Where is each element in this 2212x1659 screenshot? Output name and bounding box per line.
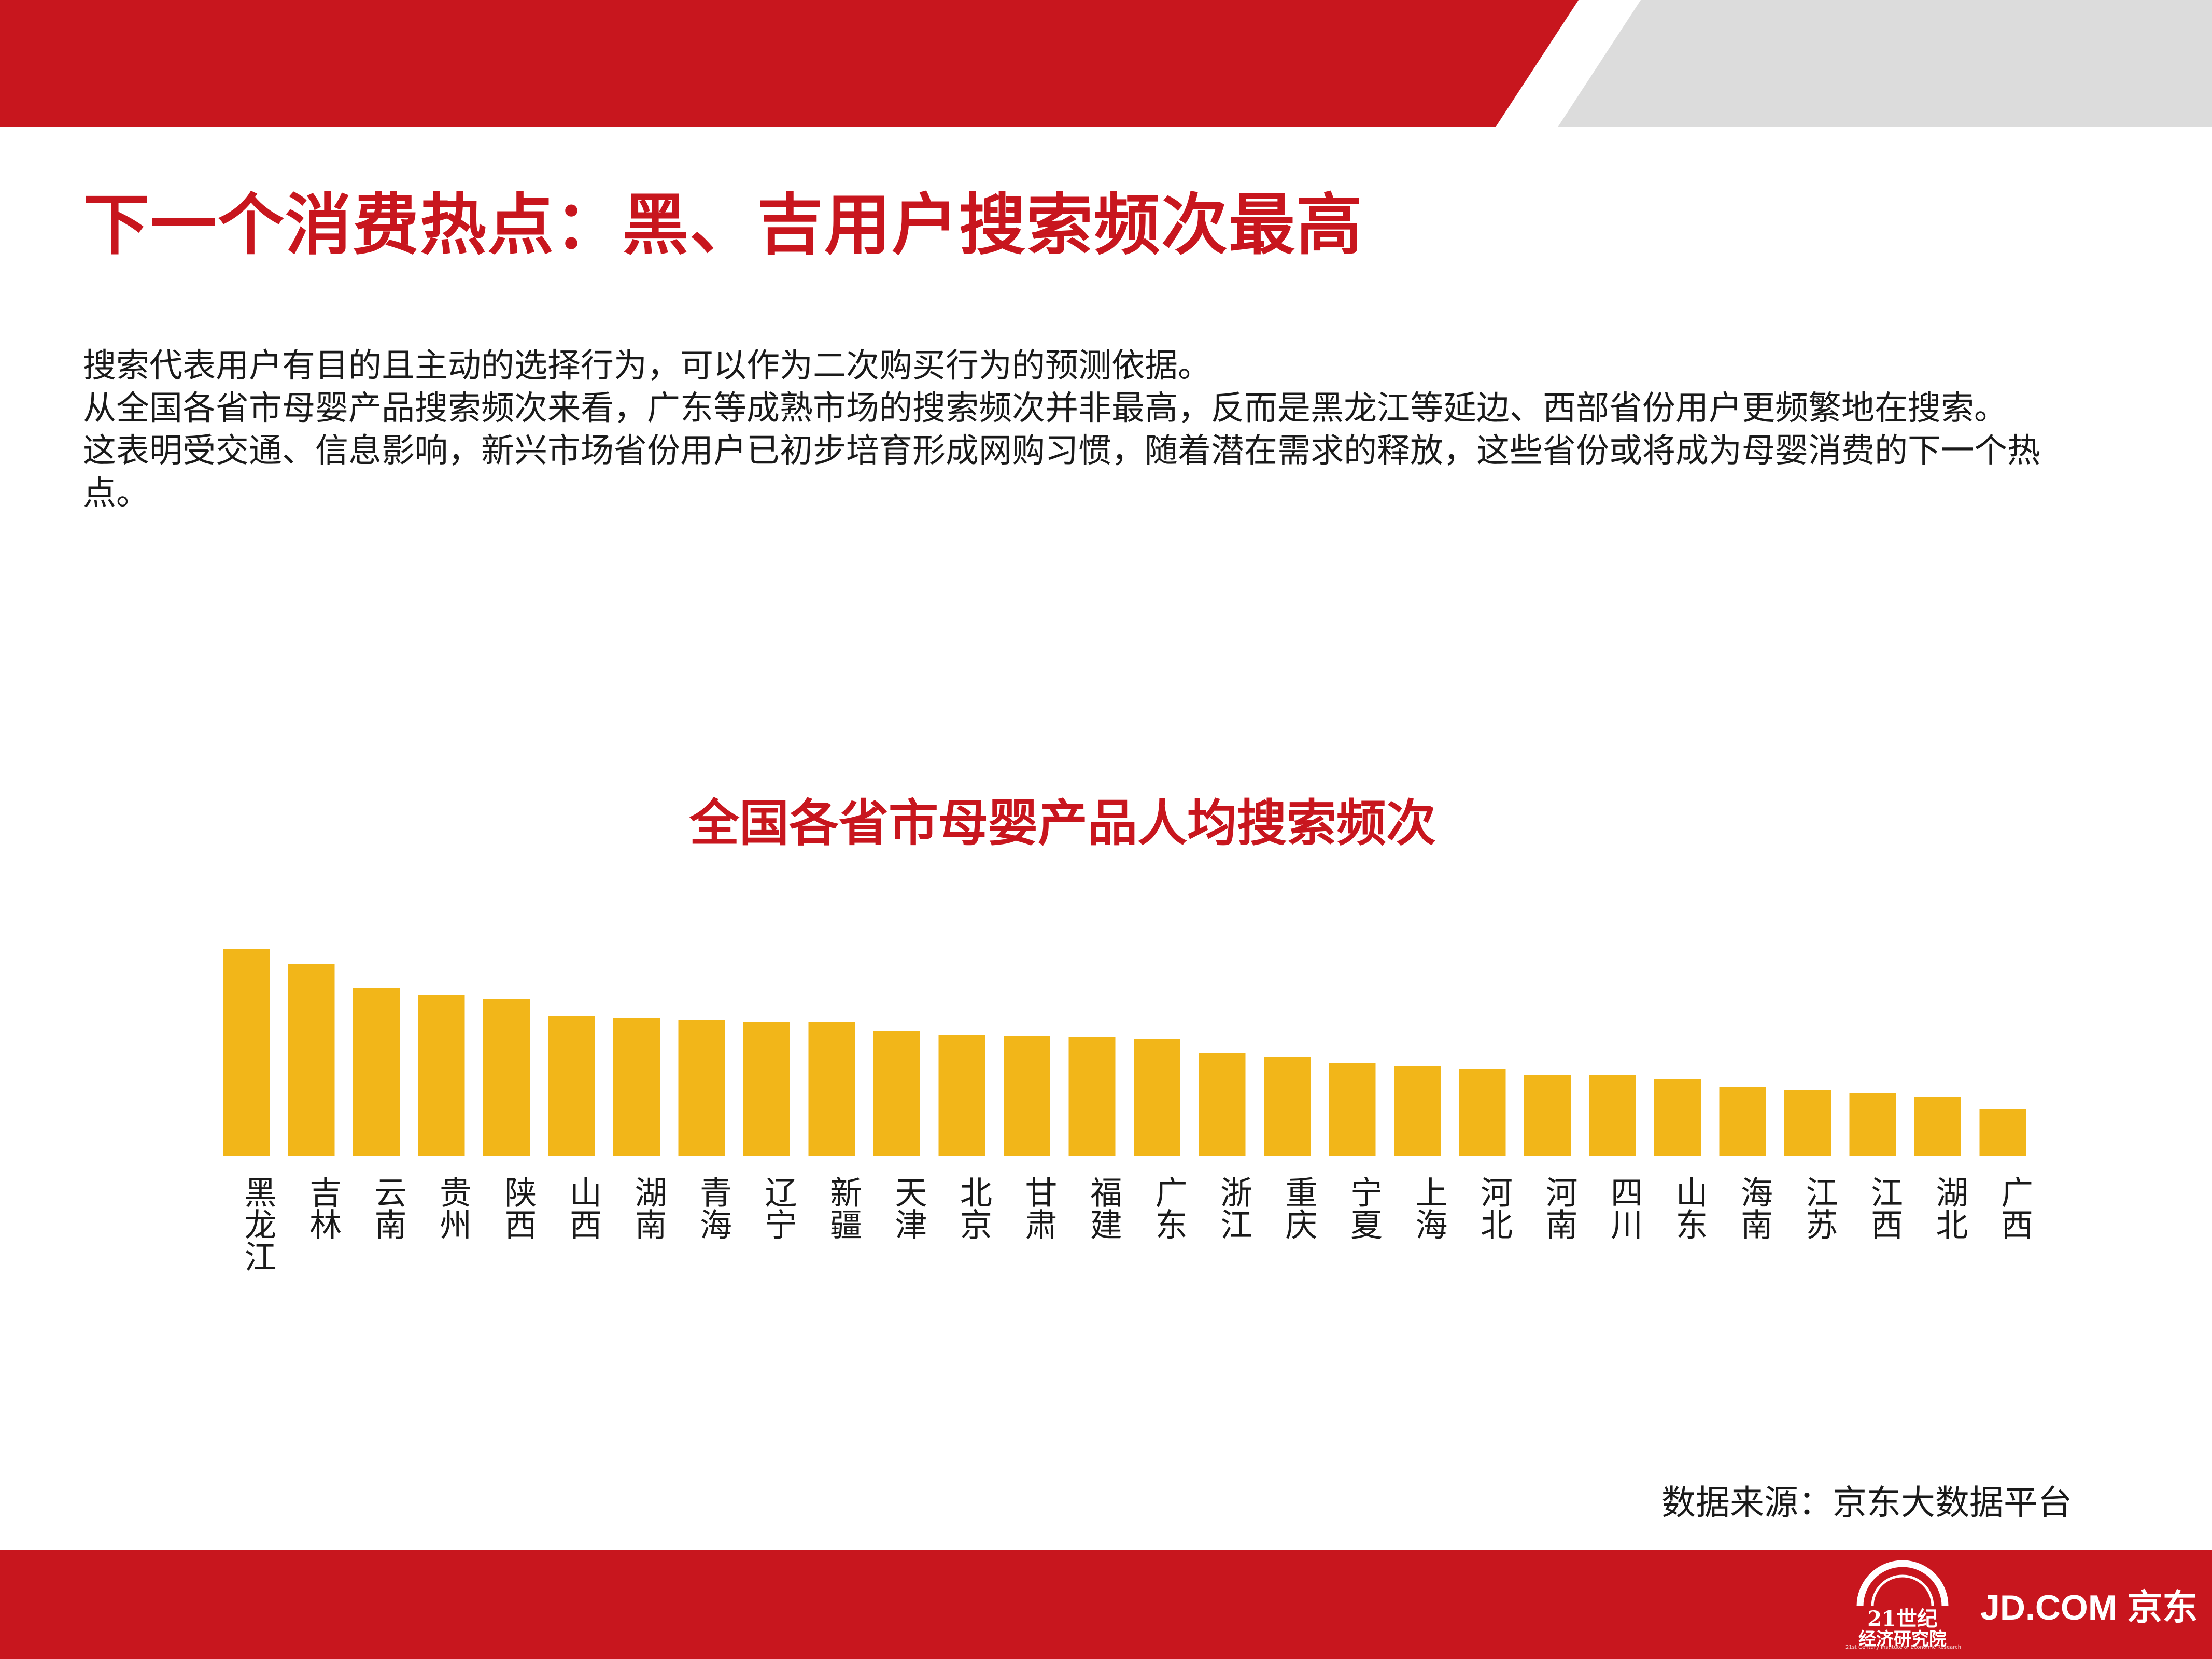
header-gray-band (1558, 0, 2212, 127)
bar-7 (613, 1018, 660, 1156)
institute-logo-sub: 经济研究院 (1858, 1629, 1947, 1650)
bar-20 (1459, 1069, 1506, 1156)
bar-14 (1068, 1037, 1116, 1156)
header-banner (0, 0, 2212, 127)
bar-3 (353, 988, 400, 1156)
x-tick-label-22: 四川 (1605, 1176, 1643, 1240)
x-tick-label-28: 广西 (1995, 1176, 2033, 1240)
x-tick-label-4: 贵州 (434, 1176, 472, 1240)
bar-5 (483, 999, 530, 1156)
x-tick-label-12: 北京 (954, 1176, 992, 1240)
x-tick-label-16: 浙江 (1215, 1176, 1252, 1240)
header-red-band (0, 0, 1579, 127)
x-tick-label-26: 江西 (1865, 1176, 1903, 1240)
bar-12 (938, 1035, 985, 1156)
jd-logo: JD.COM 京东 (1980, 1588, 2198, 1627)
description-line-3: 这表明受交通、信息影响，新兴市场省份用户已初步培育形成网购习惯，随着潜在需求的释… (83, 432, 2040, 513)
x-tick-label-2: 吉林 (304, 1176, 342, 1240)
bar-15 (1134, 1039, 1180, 1156)
x-tick-label-13: 甘肃 (1020, 1176, 1058, 1240)
bar-25 (1784, 1090, 1831, 1156)
data-source: 数据来源：京东大数据平台 (1661, 1483, 2072, 1523)
bar-chart: 黑龙江 吉林 云南 贵州 陕西 山西 湖南 青海 辽宁 新疆 天津 北京 甘肃 福建 广东 浙江 重庆 宁夏 上海河… (223, 949, 2033, 1272)
bar-21 (1524, 1075, 1571, 1156)
x-tick-label-15: 广东 (1150, 1176, 1188, 1240)
x-tick-label-18: 宁夏 (1345, 1176, 1383, 1240)
chart-title: 全国各省市母婴产品人均搜索频次 (689, 794, 1436, 852)
bar-6 (548, 1016, 595, 1156)
bar-9 (743, 1022, 790, 1156)
bar-19 (1394, 1066, 1441, 1156)
description: 搜索代表用户有目的且主动的选择行为，可以作为二次购买行为的预测依据。 从全国各省… (83, 345, 2105, 515)
x-tick-label-7: 湖南 (629, 1176, 667, 1240)
bar-16 (1199, 1053, 1246, 1156)
bar-11 (873, 1031, 920, 1156)
bar-23 (1654, 1079, 1701, 1156)
x-tick-label-24: 海南 (1735, 1176, 1773, 1240)
x-tick-label-25: 江苏 (1800, 1176, 1838, 1240)
institute-logo-tiny: 21st Century Institute of Economic Resea… (1845, 1644, 1961, 1650)
x-tick-label-20: 河北 (1475, 1176, 1513, 1240)
bar-26 (1849, 1093, 1896, 1156)
x-tick-label-8: 青海 (694, 1176, 732, 1240)
bar-24 (1719, 1087, 1766, 1156)
x-tick-label-21: 河南 (1540, 1176, 1578, 1240)
institute-logo-main: 21世纪 (1867, 1607, 1938, 1631)
x-tick-label-27: 湖北 (1931, 1176, 1968, 1240)
x-tick-label-14: 福建 (1084, 1176, 1122, 1240)
description-line-1: 搜索代表用户有目的且主动的选择行为，可以作为二次购买行为的预测依据。 (83, 347, 1211, 385)
institute-logo: 21世纪 经济研究院 21st Century Institute of Eco… (1845, 1560, 1961, 1654)
bar-27 (1914, 1097, 1961, 1156)
description-line-2: 从全国各省市母婴产品搜索频次来看，广东等成熟市场的搜索频次并非最高，反而是黑龙江… (83, 389, 2007, 428)
bar-8 (678, 1020, 725, 1156)
institute-arc-icon (1856, 1560, 1949, 1607)
bar-2 (288, 964, 335, 1156)
x-tick-label-3: 云南 (369, 1176, 407, 1240)
x-tick-label-17: 重庆 (1280, 1176, 1318, 1240)
bar-4 (418, 995, 465, 1156)
bar-13 (1004, 1036, 1050, 1156)
x-tick-label-11: 天津 (890, 1176, 927, 1240)
x-tick-label-1: 黑龙江 (239, 1176, 277, 1272)
bar-18 (1329, 1063, 1376, 1156)
bar-1 (223, 949, 270, 1156)
footer-band (0, 1550, 2212, 1659)
bar-17 (1264, 1057, 1311, 1156)
x-tick-label-6: 山西 (564, 1176, 602, 1240)
bar-22 (1589, 1075, 1636, 1156)
bar-10 (808, 1022, 855, 1156)
x-tick-label-23: 山东 (1670, 1176, 1708, 1240)
x-tick-label-19: 上海 (1410, 1176, 1448, 1240)
page-title: 下一个消费热点：黑、吉用户搜索频次最高 (83, 187, 1364, 264)
x-tick-label-9: 辽宁 (759, 1176, 797, 1240)
x-tick-label-10: 新疆 (824, 1176, 862, 1240)
bar-28 (1979, 1109, 2026, 1156)
x-tick-label-5: 陕西 (499, 1176, 537, 1240)
